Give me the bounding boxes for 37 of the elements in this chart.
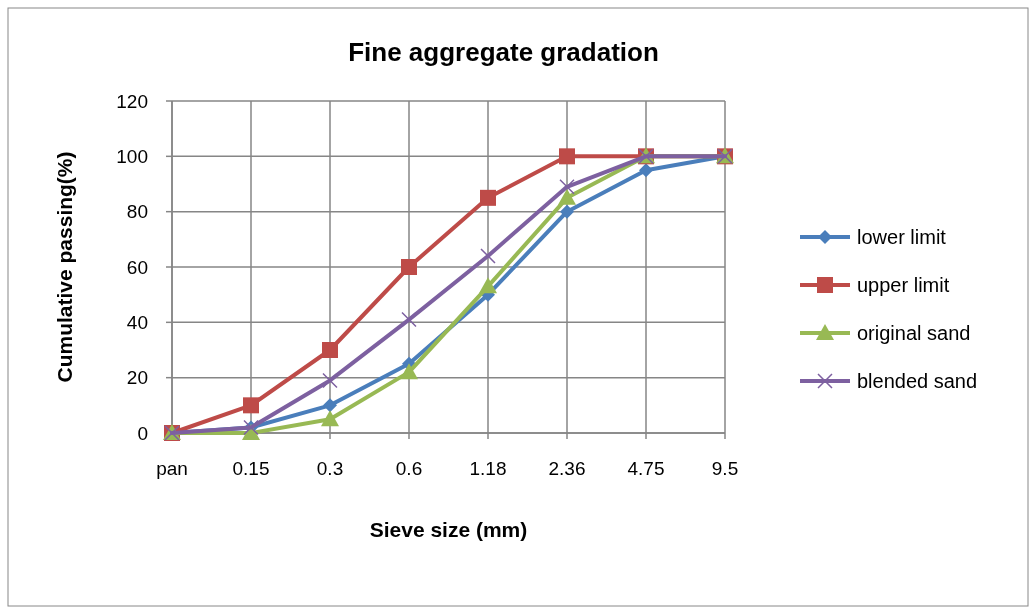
- x-tick-label: 0.6: [395, 458, 423, 479]
- x-tick-label: 2.36: [548, 458, 586, 479]
- point: [322, 372, 338, 389]
- x-axis-title: Sieve size (mm): [369, 518, 528, 541]
- x-tick-label: 4.75: [627, 458, 665, 479]
- y-tick-label: 100: [116, 145, 148, 167]
- y-tick-label: 0: [137, 422, 148, 444]
- point: [323, 398, 337, 413]
- x-tick-label: 0.15: [232, 458, 270, 479]
- y-tick-label: 120: [116, 90, 148, 112]
- x-tick-label: pan: [156, 458, 188, 479]
- y-axis-title: Cumulative passing(%): [53, 151, 76, 383]
- y-tick-label: 80: [126, 201, 148, 223]
- legend-label: blended sand: [857, 370, 978, 392]
- y-tick-label: 60: [126, 256, 148, 278]
- y-tick-label: 40: [126, 311, 148, 333]
- point: [401, 259, 417, 275]
- x-tick-label: 0.3: [316, 458, 344, 479]
- point: [479, 277, 497, 294]
- legend-label: lower limit: [857, 226, 947, 248]
- point: [321, 410, 339, 427]
- point: [400, 363, 418, 380]
- point: [401, 311, 417, 328]
- chart-title: Fine aggregate gradation: [348, 37, 659, 67]
- point: [243, 397, 259, 414]
- legend-label: original sand: [857, 322, 971, 344]
- legend-label: upper limit: [857, 274, 950, 296]
- point: [639, 163, 653, 178]
- point: [480, 189, 496, 206]
- x-tick-label: 9.5: [711, 458, 739, 479]
- point: [559, 179, 575, 195]
- point: [560, 204, 574, 219]
- point: [559, 148, 575, 165]
- point: [322, 342, 338, 358]
- y-tick-label: 20: [126, 367, 148, 389]
- point: [558, 188, 576, 205]
- x-tick-label: 1.18: [469, 458, 507, 479]
